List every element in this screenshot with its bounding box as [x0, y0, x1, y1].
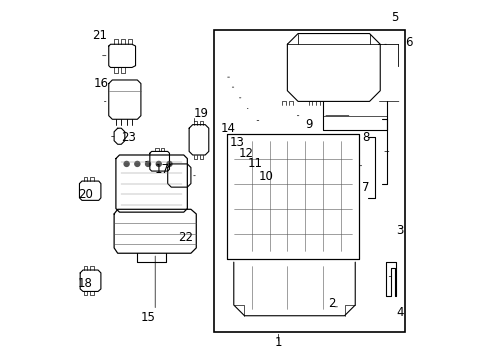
Bar [228, 71, 242, 80]
Text: 19: 19 [194, 107, 209, 120]
Circle shape [124, 161, 129, 166]
Bar [228, 82, 242, 91]
Text: 12: 12 [238, 147, 253, 160]
Text: 18: 18 [78, 277, 93, 290]
Circle shape [135, 161, 140, 166]
Text: 23: 23 [121, 131, 136, 144]
Text: 4: 4 [395, 306, 403, 319]
Text: 5: 5 [390, 11, 397, 24]
Bar [228, 103, 242, 112]
Text: 6: 6 [404, 36, 412, 49]
Text: 8: 8 [362, 131, 369, 144]
Text: 14: 14 [221, 122, 235, 135]
Text: 11: 11 [247, 157, 262, 170]
Circle shape [145, 161, 150, 166]
Circle shape [166, 161, 172, 166]
Text: 15: 15 [141, 311, 155, 324]
Bar [305, 105, 324, 125]
Bar [214, 30, 405, 332]
Text: 10: 10 [258, 170, 273, 183]
Text: 13: 13 [229, 136, 244, 149]
Bar [228, 93, 242, 102]
Text: 9: 9 [305, 118, 312, 131]
Text: 3: 3 [395, 224, 403, 237]
Text: 22: 22 [178, 231, 193, 244]
Text: 17: 17 [155, 163, 169, 176]
Text: 1: 1 [274, 336, 282, 349]
Circle shape [156, 161, 161, 166]
Text: 7: 7 [362, 181, 369, 194]
Bar [228, 114, 242, 123]
Text: 20: 20 [78, 188, 93, 201]
Text: 16: 16 [94, 77, 109, 90]
Text: 21: 21 [92, 29, 107, 42]
Text: 2: 2 [327, 297, 335, 310]
Bar [278, 105, 298, 125]
